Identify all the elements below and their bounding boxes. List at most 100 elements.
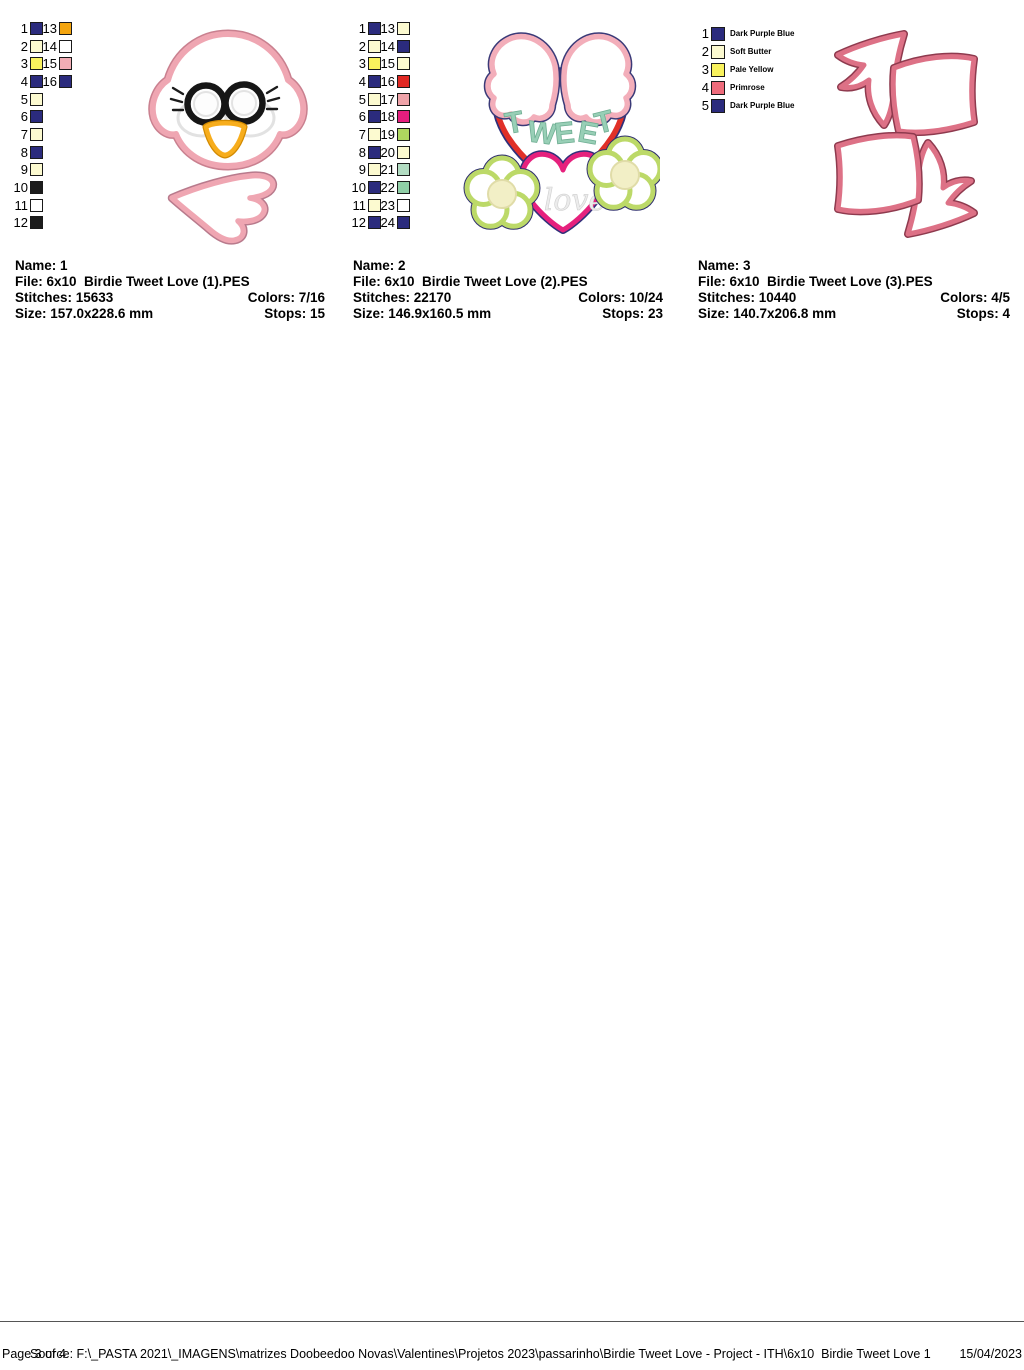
color-swatch <box>30 127 43 141</box>
palette-entry: 13 <box>379 21 410 36</box>
palette-entry: 14 <box>379 39 410 54</box>
color-number: 1 <box>701 26 709 41</box>
color-name-label: Soft Butter <box>730 47 772 56</box>
footer-source-path: Source: F:\_PASTA 2021\_IMAGENS\matrizes… <box>30 1347 931 1361</box>
color-number: 11 <box>352 197 367 213</box>
color-swatch <box>30 180 43 194</box>
color-swatch <box>368 92 381 106</box>
palette-entry: 21 <box>379 162 410 177</box>
color-name-label: Primrose <box>730 83 765 92</box>
color-number: 2 <box>20 38 28 54</box>
color-number: 15 <box>42 56 57 72</box>
palette-entry: 15 <box>41 56 72 71</box>
color-number: 5 <box>20 91 28 107</box>
color-swatch <box>368 127 381 141</box>
color-swatch <box>397 163 410 177</box>
palette-entry: 11 <box>12 198 43 213</box>
color-swatch <box>30 216 43 230</box>
palette-entry: 8 <box>350 145 381 160</box>
design-stops: Stops: 23 <box>602 306 663 321</box>
color-number: 20 <box>380 144 395 160</box>
color-swatch <box>59 74 72 88</box>
color-swatch <box>368 74 381 88</box>
design-colors: Colors: 7/16 <box>247 290 325 305</box>
wing-shape <box>167 171 278 245</box>
color-number: 2 <box>358 38 366 54</box>
color-swatch <box>397 180 410 194</box>
palette-entry: 9 <box>350 162 381 177</box>
color-swatch <box>368 57 381 71</box>
color-swatch <box>30 22 43 35</box>
color-number: 3 <box>358 56 366 72</box>
color-number: 10 <box>13 179 28 195</box>
color-swatch <box>397 198 410 212</box>
color-number: 12 <box>351 215 366 231</box>
body-piece-bottom <box>834 131 978 238</box>
color-swatch <box>368 145 381 159</box>
palette-entry: 14 <box>41 39 72 54</box>
angel-wings <box>483 32 637 127</box>
footer-page-number: Page 3 of 4 <box>2 1347 66 1361</box>
color-swatch <box>30 145 43 159</box>
palette-entry: 2 Soft Butter <box>699 44 771 59</box>
palette-entry: 22 <box>379 180 410 195</box>
color-number: 24 <box>380 215 395 231</box>
color-number: 12 <box>13 215 28 231</box>
color-swatch <box>711 44 725 59</box>
color-number: 7 <box>358 126 366 142</box>
color-swatch <box>59 39 72 53</box>
design-info-3: Name: 3 File: 6x10 Birdie Tweet Love (3)… <box>698 258 1010 322</box>
color-swatch <box>711 98 725 113</box>
color-number: 4 <box>20 73 28 89</box>
palette-entry: 12 <box>12 215 43 230</box>
color-swatch <box>397 22 410 35</box>
design-info-1: Name: 1 File: 6x10 Birdie Tweet Love (1)… <box>15 258 325 322</box>
color-number: 17 <box>380 91 395 107</box>
palette-entry: 6 <box>12 109 43 124</box>
color-number: 4 <box>701 80 709 95</box>
color-number: 1 <box>358 21 366 36</box>
palette-entry: 6 <box>350 109 381 124</box>
color-swatch <box>711 26 725 41</box>
color-swatch <box>368 110 381 124</box>
design-size: Size: 146.9x160.5 mm <box>353 306 492 321</box>
design-colors: Colors: 4/5 <box>940 290 1010 305</box>
color-number: 16 <box>42 73 57 89</box>
color-swatch <box>30 198 43 212</box>
design-stitches: Stitches: 22170 <box>353 290 452 305</box>
palette-entry: 5 <box>350 92 381 107</box>
palette-entry: 10 <box>12 180 43 195</box>
palette-entry: 2 <box>350 39 381 54</box>
palette-entry: 1 <box>12 21 43 36</box>
color-number: 6 <box>20 109 28 125</box>
color-swatch <box>59 57 72 71</box>
color-number: 10 <box>351 179 366 195</box>
palette-entry: 15 <box>379 56 410 71</box>
design-size: Size: 140.7x206.8 mm <box>698 306 837 321</box>
color-number: 18 <box>380 109 395 125</box>
design-colors: Colors: 10/24 <box>578 290 663 305</box>
color-swatch <box>59 22 72 35</box>
design-preview-tweet-heart: TWEET love <box>463 32 660 234</box>
palette-entry: 19 <box>379 127 410 142</box>
design-file: File: 6x10 Birdie Tweet Love (1).PES <box>15 274 250 289</box>
color-number: 22 <box>380 179 395 195</box>
palette-entry: 20 <box>379 145 410 160</box>
design-name: Name: 1 <box>15 258 68 273</box>
color-swatch <box>397 74 410 88</box>
palette-entry: 5 Dark Purple Blue <box>699 98 794 113</box>
color-number: 1 <box>20 21 28 36</box>
color-number: 9 <box>358 162 366 178</box>
color-number: 15 <box>380 56 395 72</box>
palette-entry: 3 <box>350 56 381 71</box>
color-swatch <box>397 216 410 230</box>
color-number: 16 <box>380 73 395 89</box>
color-swatch <box>711 80 725 95</box>
color-number: 14 <box>42 38 57 54</box>
design-preview-body-wings <box>834 30 978 238</box>
palette-entry: 3 <box>12 56 43 71</box>
design-stitches: Stitches: 15633 <box>15 290 114 305</box>
palette-entry: 18 <box>379 109 410 124</box>
footer-date: 15/04/2023 <box>959 1347 1022 1361</box>
